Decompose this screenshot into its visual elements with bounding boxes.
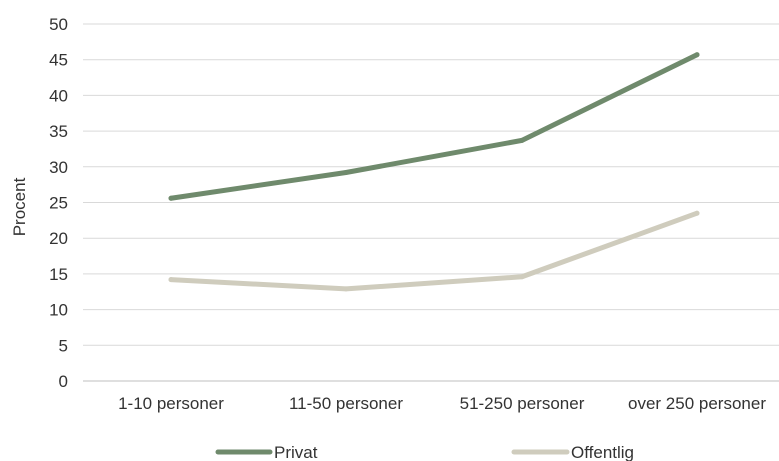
series-line-privat [168, 52, 700, 201]
data-point-privat [343, 170, 349, 176]
x-tick-label: 51-250 personer [460, 394, 585, 413]
y-tick-label: 20 [49, 229, 68, 248]
data-point-offentlig [343, 286, 349, 292]
data-point-offentlig [168, 277, 174, 283]
y-axis-title: Procent [10, 177, 29, 236]
y-tick-label: 5 [59, 336, 68, 355]
data-point-privat [519, 137, 525, 143]
data-point-offentlig [519, 274, 525, 280]
data-point-privat [694, 52, 700, 58]
legend-label: Offentlig [571, 443, 634, 461]
y-tick-label: 30 [49, 158, 68, 177]
y-tick-label: 15 [49, 265, 68, 284]
series-lines [168, 52, 700, 292]
x-tick-label: 11-50 personer [289, 394, 403, 413]
data-point-offentlig [694, 210, 700, 216]
y-tick-label: 40 [49, 86, 68, 105]
y-tick-label: 25 [49, 194, 68, 213]
x-axis-tick-labels: 1-10 personer 11-50 personer 51-250 person… [118, 394, 766, 413]
series-line-offentlig [168, 210, 700, 292]
y-axis-tick-labels: 0 5 10 15 20 25 30 35 40 45 50 [49, 15, 68, 391]
data-point-privat [168, 195, 174, 201]
gridlines [83, 23, 779, 382]
y-tick-label: 35 [49, 122, 68, 141]
legend-label: Privat [274, 443, 318, 461]
y-tick-label: 0 [59, 372, 68, 391]
legend-item-offentlig: Offentlig [511, 443, 634, 461]
y-tick-label: 50 [49, 15, 68, 34]
legend-item-privat: Privat [215, 443, 318, 461]
y-tick-label: 45 [49, 51, 68, 70]
legend: Privat Offentlig [215, 443, 634, 461]
x-tick-label: 1-10 personer [118, 394, 224, 413]
y-tick-label: 10 [49, 301, 68, 320]
x-tick-label: over 250 personer [628, 394, 766, 413]
